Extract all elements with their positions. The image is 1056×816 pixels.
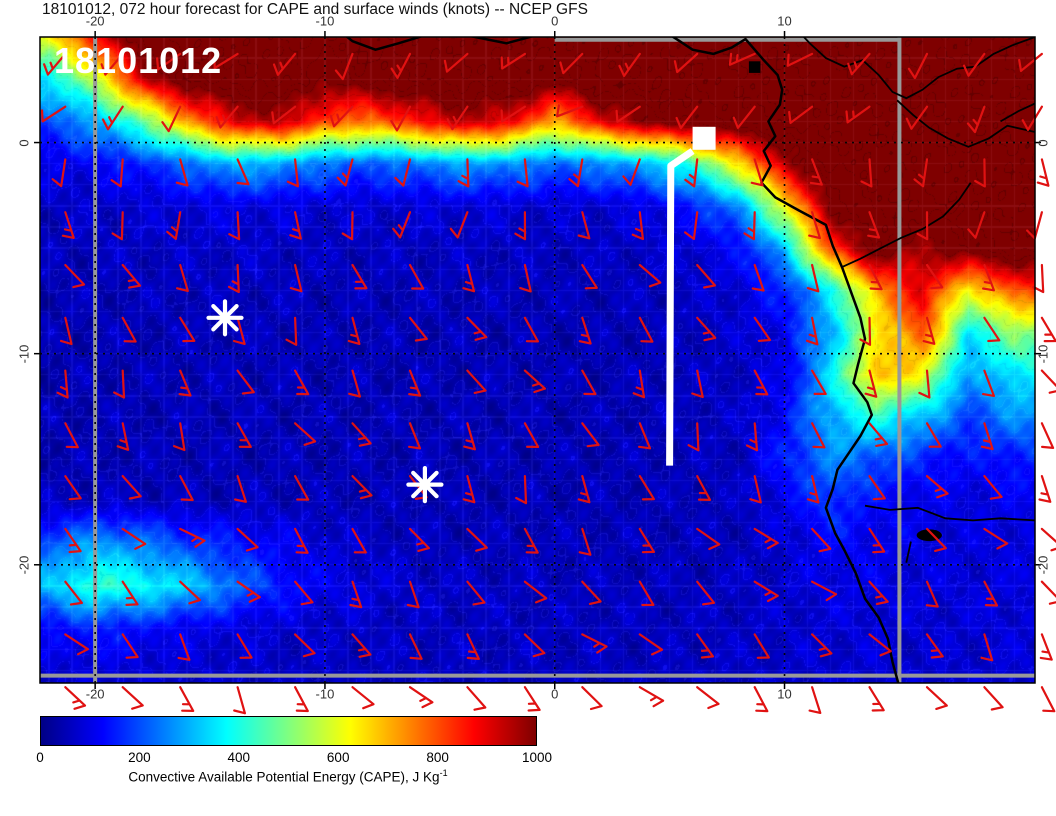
colorbar-label-sup: -1 [439, 768, 448, 778]
lon-axis-label: 10 [777, 13, 792, 29]
colorbar-tick-label: 400 [227, 750, 251, 765]
lon-axis-label: 0 [551, 13, 559, 29]
lat-axis-label: -10 [1035, 344, 1051, 364]
map-plot-area [40, 37, 1035, 683]
cape-field-canvas [40, 37, 1035, 683]
lat-axis-label: 0 [16, 138, 32, 147]
colorbar-label: Convective Available Potential Energy (C… [128, 768, 447, 785]
lon-axis-label: -20 [85, 13, 105, 29]
colorbar [40, 716, 537, 746]
colorbar-tick-label: 0 [36, 750, 44, 765]
colorbar-tick-label: 1000 [521, 750, 553, 765]
lat-axis-label: 0 [1035, 138, 1051, 147]
lat-axis-label: -10 [16, 344, 32, 364]
lat-axis-label: -20 [16, 555, 32, 575]
lon-axis-label: -10 [315, 686, 335, 702]
colorbar-label-text: Convective Available Potential Energy (C… [128, 769, 440, 785]
colorbar-tick-label: 600 [326, 750, 350, 765]
lon-axis-label: -10 [315, 13, 335, 29]
run-id-overlay: 18101012 [54, 40, 223, 81]
lon-axis-label: -20 [85, 686, 105, 702]
colorbar-tick-label: 200 [128, 750, 151, 765]
lon-axis-label: 0 [551, 686, 559, 702]
plot-title: 18101012, 072 hour forecast for CAPE and… [42, 1, 588, 18]
lat-axis-label: -20 [1035, 555, 1051, 575]
colorbar-tick-label: 800 [426, 750, 449, 765]
lon-axis-label: 10 [777, 686, 792, 702]
